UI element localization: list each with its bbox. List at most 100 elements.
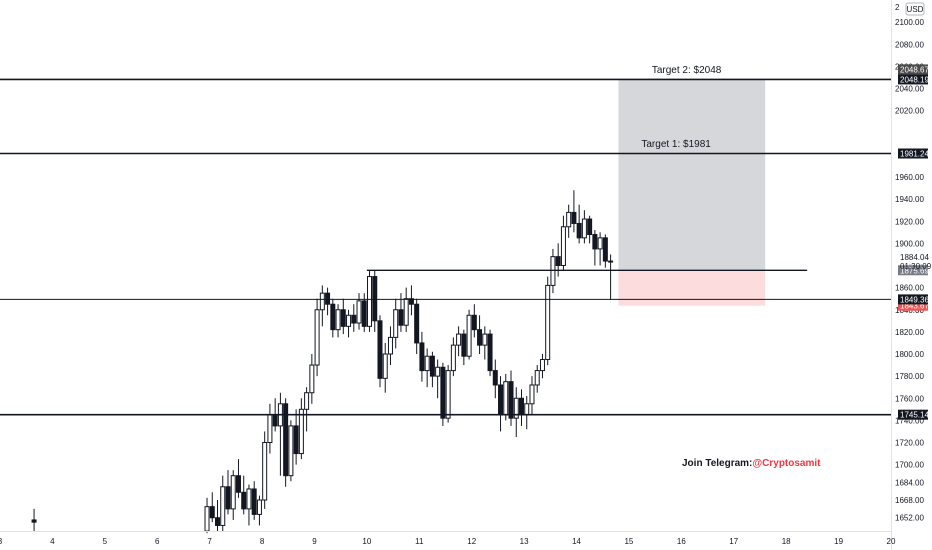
y-tick-label: 1780.00 — [895, 372, 924, 381]
level-badge-box — [898, 148, 928, 159]
candles-layer — [31, 190, 614, 534]
y-tick-label: 1740.00 — [895, 416, 924, 425]
x-tick-label: 7 — [207, 537, 212, 546]
candle-body — [314, 309, 320, 366]
candle-body — [382, 353, 388, 379]
candle — [440, 362, 446, 426]
candle — [529, 376, 535, 415]
candle-body — [220, 486, 226, 526]
candle-body — [283, 403, 289, 477]
price-badge-box — [898, 265, 928, 276]
level-badge-text: 1745.14 — [900, 411, 929, 420]
candle-body — [393, 309, 399, 338]
x-tick-label: 3 — [0, 537, 3, 546]
footer-telegram-prefix: Join Telegram: — [682, 458, 752, 469]
x-tick-label: 8 — [260, 537, 265, 546]
candle — [450, 337, 456, 377]
candle — [539, 354, 545, 379]
x-tick-label: 6 — [155, 537, 160, 546]
candle-body — [267, 414, 273, 443]
candle — [372, 269, 378, 332]
candle-body — [272, 414, 278, 427]
candle — [209, 492, 215, 523]
currency-button[interactable]: USD — [905, 2, 925, 16]
candle — [330, 298, 336, 338]
candle — [225, 470, 231, 515]
price-badge-box — [898, 300, 928, 311]
y-tick-label: 1652.00 — [895, 514, 924, 523]
candle-body — [498, 384, 504, 416]
candle-body — [466, 314, 472, 357]
current-price-label: 1884.04 — [900, 253, 929, 262]
candle — [477, 315, 483, 354]
candle-body — [288, 425, 294, 477]
candle-body — [377, 320, 383, 379]
candle-body — [309, 364, 315, 394]
x-tick-label: 16 — [677, 537, 686, 546]
candle — [597, 232, 603, 266]
candle — [31, 508, 37, 531]
candle-body — [330, 303, 336, 331]
y-tick-label: 2100.00 — [895, 18, 924, 27]
candle — [461, 329, 467, 366]
candle-body — [581, 218, 587, 239]
price-badge-text: 1875.69 — [900, 266, 929, 275]
candle-body — [335, 309, 341, 331]
candle — [298, 398, 304, 460]
level-badge-text: 1981.24 — [900, 150, 929, 159]
candle — [220, 475, 226, 531]
candle-body — [503, 381, 509, 416]
price-badge-text: 1843.67 — [900, 302, 929, 311]
footer-telegram-text: Join Telegram:@Cryptosamit — [682, 458, 821, 469]
price-axis[interactable]: 1652.00 1668.00 1684.00 1700.00 1720.00 1740.… — [895, 3, 924, 523]
candle-body — [246, 488, 252, 510]
candle — [283, 398, 289, 487]
candle — [293, 409, 299, 465]
candle-body — [204, 506, 210, 532]
candle-body — [560, 226, 566, 266]
countdown-label: 01:30:09 — [900, 262, 932, 271]
y-tick-label: 2 — [895, 3, 900, 12]
candle-body — [440, 366, 446, 419]
candle — [215, 500, 221, 531]
candle — [367, 271, 373, 332]
candle-body — [346, 314, 352, 327]
candle-body — [340, 309, 346, 327]
x-tick-label: 14 — [572, 537, 581, 546]
candle-body — [550, 256, 556, 286]
candle-body — [356, 300, 362, 324]
candle-body — [534, 370, 540, 386]
candle-body — [215, 517, 221, 526]
candle — [325, 287, 331, 316]
y-tick-label: 2040.00 — [895, 85, 924, 94]
candle — [262, 431, 268, 509]
candle — [288, 420, 294, 482]
candle — [456, 326, 462, 357]
level-badge-box — [898, 74, 928, 85]
price-badge-box — [898, 64, 928, 75]
y-tick-label: 2020.00 — [895, 107, 924, 116]
candle — [414, 298, 420, 354]
candle — [555, 243, 561, 277]
candle — [309, 354, 315, 404]
candle — [482, 326, 488, 360]
footer-telegram-handle[interactable]: @Cryptosamit — [752, 458, 821, 469]
candle — [445, 365, 451, 423]
y-tick-label: 1960.00 — [895, 173, 924, 182]
time-axis[interactable]: 3 4 5 6 7 8 9 10 11 12 13 14 15 16 17 18 19 20 — [0, 537, 896, 546]
x-tick-label: 17 — [729, 537, 738, 546]
annotation-layer: Target 2: $2048 Target 1: $1981 — [641, 65, 721, 150]
candle — [335, 304, 341, 338]
candle-body — [398, 309, 404, 326]
candle — [304, 387, 310, 432]
y-tick-label: 1820.00 — [895, 328, 924, 337]
candle — [346, 309, 352, 338]
x-tick-label: 5 — [103, 537, 108, 546]
candle — [419, 331, 425, 382]
candle-body — [293, 425, 299, 455]
candle-body — [435, 366, 441, 377]
price-badges: 2048.67 1875.69 1843.67 2048.19 1981.24 1849.… — [898, 64, 932, 420]
candle — [235, 459, 241, 498]
candle — [230, 470, 236, 520]
candle-body — [235, 475, 241, 493]
